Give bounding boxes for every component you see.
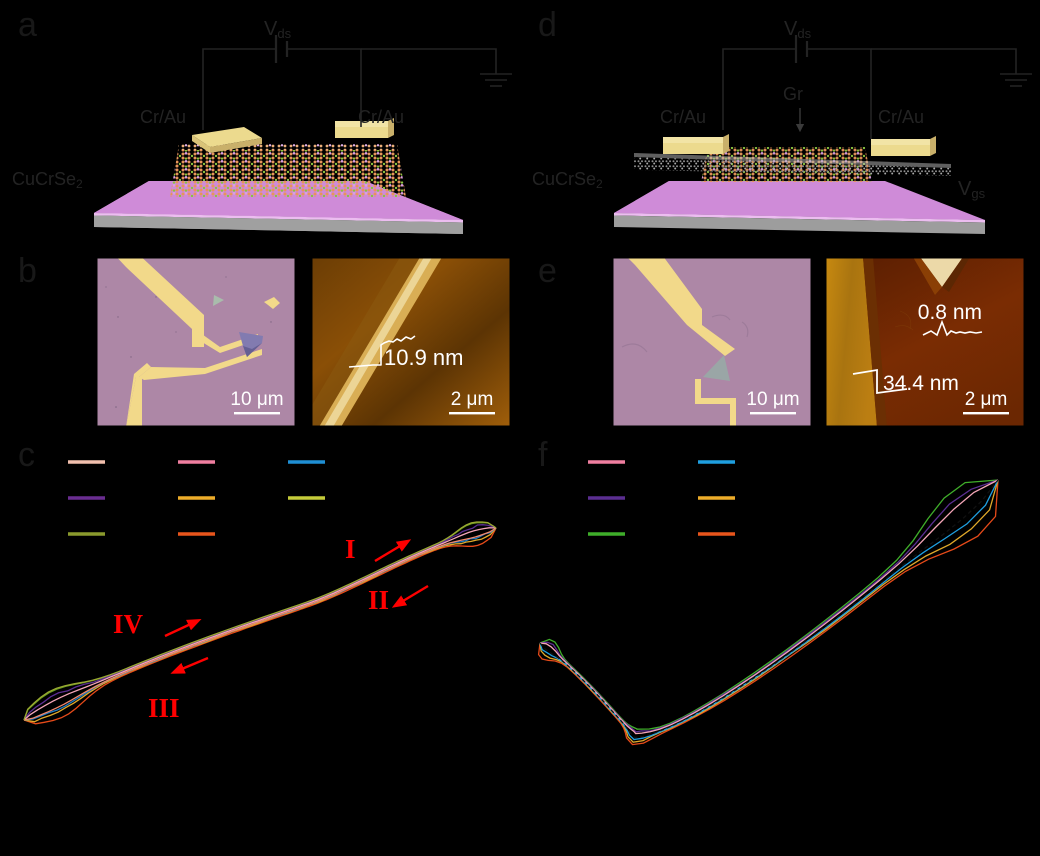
svg-text:Vds: Vds <box>264 18 292 41</box>
svg-text:2 μm: 2 μm <box>451 389 494 410</box>
svg-text:Cr/Au: Cr/Au <box>140 107 186 127</box>
svg-text:Cr/Au: Cr/Au <box>660 107 706 127</box>
svg-text:CuCrSe2: CuCrSe2 <box>532 169 603 191</box>
svg-text:II: II <box>368 585 389 615</box>
svg-text:Cr/Au: Cr/Au <box>878 107 924 127</box>
svg-text:0.8 nm: 0.8 nm <box>918 301 982 324</box>
svg-text:34.4 nm: 34.4 nm <box>883 372 959 395</box>
svg-text:IV: IV <box>113 609 144 639</box>
svg-text:Vds: Vds <box>784 18 812 41</box>
svg-text:CuCrSe2: CuCrSe2 <box>12 169 83 191</box>
svg-text:Vgs: Vgs <box>958 178 986 201</box>
svg-text:10 μm: 10 μm <box>230 389 283 410</box>
svg-text:I: I <box>345 534 356 564</box>
svg-text:Cr/Au: Cr/Au <box>358 107 404 127</box>
svg-text:10.9 nm: 10.9 nm <box>384 345 464 370</box>
svg-text:2 μm: 2 μm <box>965 389 1008 410</box>
svg-text:III: III <box>148 693 180 723</box>
svg-text:Gr: Gr <box>783 84 803 104</box>
svg-text:10 μm: 10 μm <box>746 389 799 410</box>
